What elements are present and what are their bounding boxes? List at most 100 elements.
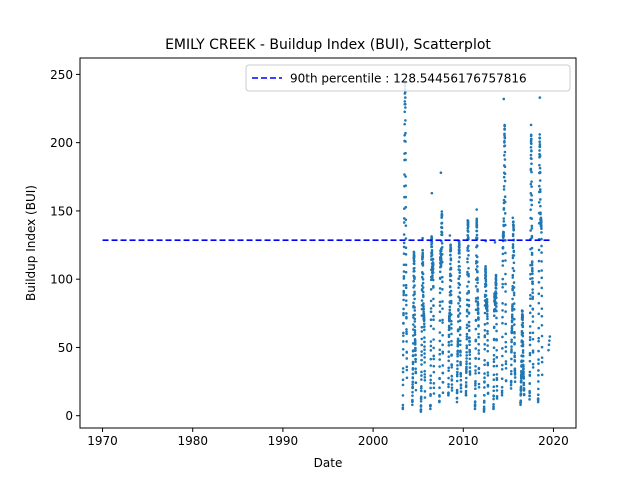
- data-point: [450, 389, 454, 392]
- data-point: [485, 300, 489, 304]
- data-point: [537, 248, 541, 252]
- data-point: [475, 260, 479, 264]
- data-point: [483, 372, 486, 375]
- data-point: [450, 353, 453, 357]
- data-point: [402, 263, 406, 267]
- data-point: [540, 294, 544, 298]
- data-point: [494, 287, 498, 290]
- data-point: [447, 393, 450, 397]
- data-point: [495, 322, 498, 326]
- data-point: [413, 292, 416, 296]
- data-point: [531, 266, 534, 270]
- data-point: [477, 371, 481, 375]
- data-point: [466, 222, 470, 226]
- data-point: [521, 321, 525, 325]
- data-point: [432, 297, 435, 301]
- data-point: [420, 385, 423, 388]
- data-point: [411, 403, 414, 407]
- data-point: [419, 408, 423, 411]
- data-point: [511, 243, 515, 246]
- data-point: [537, 362, 540, 365]
- data-point: [528, 343, 532, 347]
- data-point: [402, 331, 405, 335]
- data-point: [513, 336, 516, 339]
- data-point: [421, 272, 425, 276]
- data-point: [529, 297, 532, 300]
- data-point: [413, 306, 416, 309]
- data-point: [456, 337, 460, 341]
- data-point: [522, 389, 526, 392]
- data-point: [509, 383, 513, 387]
- data-point: [512, 261, 516, 265]
- data-point: [404, 131, 407, 135]
- data-point: [429, 378, 432, 382]
- data-point: [495, 309, 498, 313]
- data-point: [501, 335, 504, 339]
- data-point: [430, 241, 434, 245]
- data-point: [459, 372, 463, 376]
- data-point: [477, 349, 481, 352]
- data-point: [423, 361, 426, 364]
- data-point: [459, 363, 462, 367]
- data-point: [476, 270, 479, 274]
- data-point: [420, 389, 423, 393]
- data-point: [441, 364, 445, 367]
- y-axis-label: Buildup Index (BUI): [24, 185, 38, 301]
- data-point: [529, 145, 533, 149]
- data-point: [495, 397, 499, 400]
- data-point: [476, 289, 479, 293]
- data-point: [504, 350, 508, 353]
- data-point: [439, 256, 443, 260]
- data-point: [423, 328, 426, 332]
- data-point: [422, 305, 425, 309]
- data-point: [519, 379, 523, 382]
- data-point: [458, 343, 462, 347]
- data-point: [438, 386, 441, 390]
- data-point: [441, 343, 444, 347]
- data-point: [530, 227, 534, 230]
- data-point: [440, 241, 444, 245]
- data-point: [540, 231, 543, 234]
- data-point: [402, 270, 406, 273]
- data-point: [474, 327, 478, 331]
- data-point: [495, 302, 498, 305]
- data-point: [504, 272, 507, 276]
- data-point: [413, 313, 417, 316]
- data-point: [412, 254, 416, 258]
- data-point: [447, 326, 451, 329]
- data-point: [458, 333, 462, 337]
- data-point: [412, 301, 415, 305]
- data-point: [464, 391, 468, 395]
- data-point: [512, 269, 516, 273]
- data-point: [449, 267, 453, 271]
- data-point: [420, 337, 424, 341]
- data-point: [540, 314, 544, 318]
- data-point: [457, 260, 461, 264]
- data-point: [467, 320, 471, 324]
- data-point: [509, 372, 513, 376]
- data-point: [513, 376, 517, 379]
- data-point: [483, 334, 487, 337]
- data-point: [450, 363, 453, 366]
- data-point: [411, 390, 414, 394]
- data-point: [459, 374, 463, 378]
- data-point: [519, 392, 523, 395]
- data-point: [411, 376, 415, 380]
- data-point: [493, 307, 497, 311]
- data-point: [459, 354, 462, 357]
- data-point: [486, 344, 489, 347]
- data-point: [422, 322, 426, 326]
- data-point: [430, 191, 434, 195]
- data-point: [502, 230, 505, 234]
- data-point: [420, 343, 424, 347]
- data-point: [439, 258, 443, 262]
- data-point: [422, 302, 425, 305]
- data-point: [540, 373, 544, 377]
- data-point: [405, 368, 409, 372]
- data-point: [503, 158, 507, 161]
- data-point: [501, 354, 504, 358]
- data-point: [504, 379, 508, 383]
- data-point: [539, 212, 542, 216]
- data-point: [429, 344, 433, 348]
- data-point: [528, 325, 532, 328]
